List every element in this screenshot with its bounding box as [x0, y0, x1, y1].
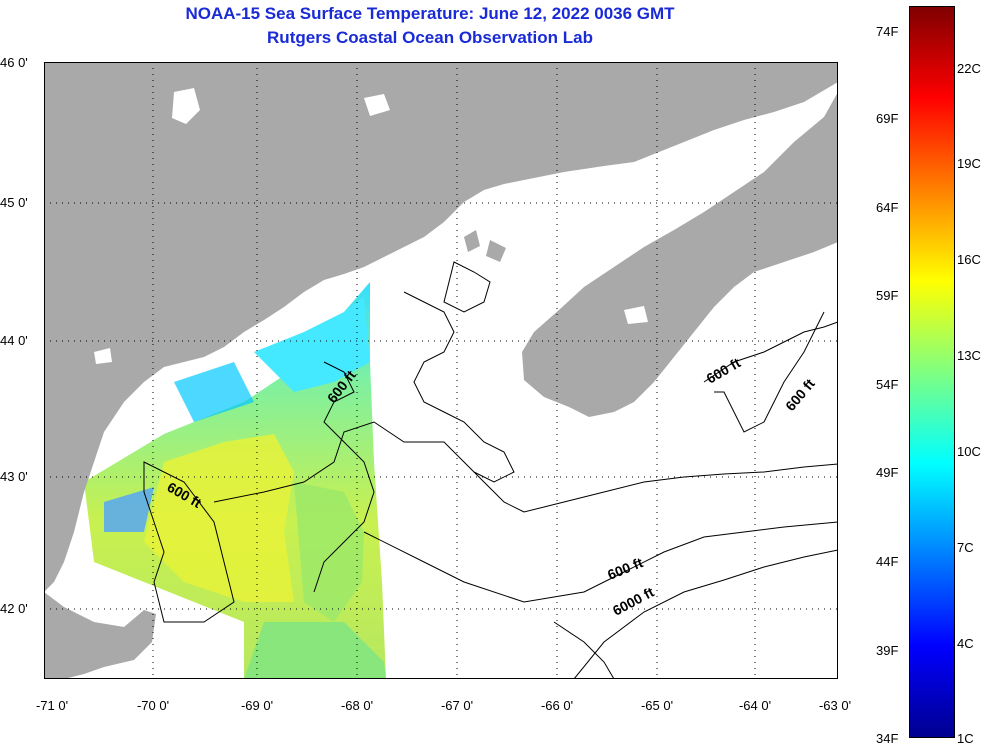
longitude-label: -63 0' [818, 698, 852, 713]
colorbar-f-label: 39F [876, 643, 899, 658]
colorbar-c-label: 19C [957, 156, 981, 171]
colorbar-f-label: 54F [876, 377, 899, 392]
map-subtitle: Rutgers Coastal Ocean Observation Lab [267, 28, 593, 47]
colorbar-c-label: 22C [957, 61, 981, 76]
longitude-label: -64 0' [738, 698, 772, 713]
map-title: NOAA-15 Sea Surface Temperature: June 12… [185, 4, 675, 23]
colorbar-f-label: 59F [876, 288, 899, 303]
latitude-label: 43 0' [0, 469, 28, 484]
bathymetry-contours [143, 261, 838, 679]
longitude-label: -68 0' [340, 698, 374, 713]
colorbar-c-label: 4C [957, 636, 974, 651]
latitude-label: 46 0' [0, 55, 28, 70]
sst-map: 600 ft 600 ft 600 ft 600 ft 600 ft 6000 … [44, 62, 838, 679]
land-no-data-patches [94, 88, 648, 364]
latitude-label: 42 0' [0, 601, 28, 616]
colorbar-c-label: 1C [957, 731, 974, 746]
longitude-label: -70 0' [136, 698, 170, 713]
colorbar-c-label: 10C [957, 444, 981, 459]
temperature-colorbar [909, 6, 955, 738]
latitude-label: 44 0' [0, 333, 28, 348]
graticule [44, 62, 838, 679]
colorbar-c-label: 16C [957, 252, 981, 267]
longitude-label: -69 0' [240, 698, 274, 713]
colorbar-c-label: 7C [957, 540, 974, 555]
colorbar-f-label: 34F [876, 731, 899, 746]
land-masses [44, 62, 838, 679]
longitude-label: -67 0' [440, 698, 474, 713]
colorbar-c-label: 13C [957, 348, 981, 363]
colorbar-f-label: 64F [876, 200, 899, 215]
latitude-label: 45 0' [0, 195, 28, 210]
colorbar-f-label: 49F [876, 465, 899, 480]
longitude-label: -65 0' [640, 698, 674, 713]
map-border [44, 62, 838, 679]
colorbar-f-label: 74F [876, 24, 899, 39]
colorbar-f-label: 44F [876, 554, 899, 569]
sst-swath [64, 202, 386, 679]
colorbar-f-label: 69F [876, 111, 899, 126]
longitude-label: -66 0' [540, 698, 574, 713]
longitude-label: -71 0' [35, 698, 69, 713]
